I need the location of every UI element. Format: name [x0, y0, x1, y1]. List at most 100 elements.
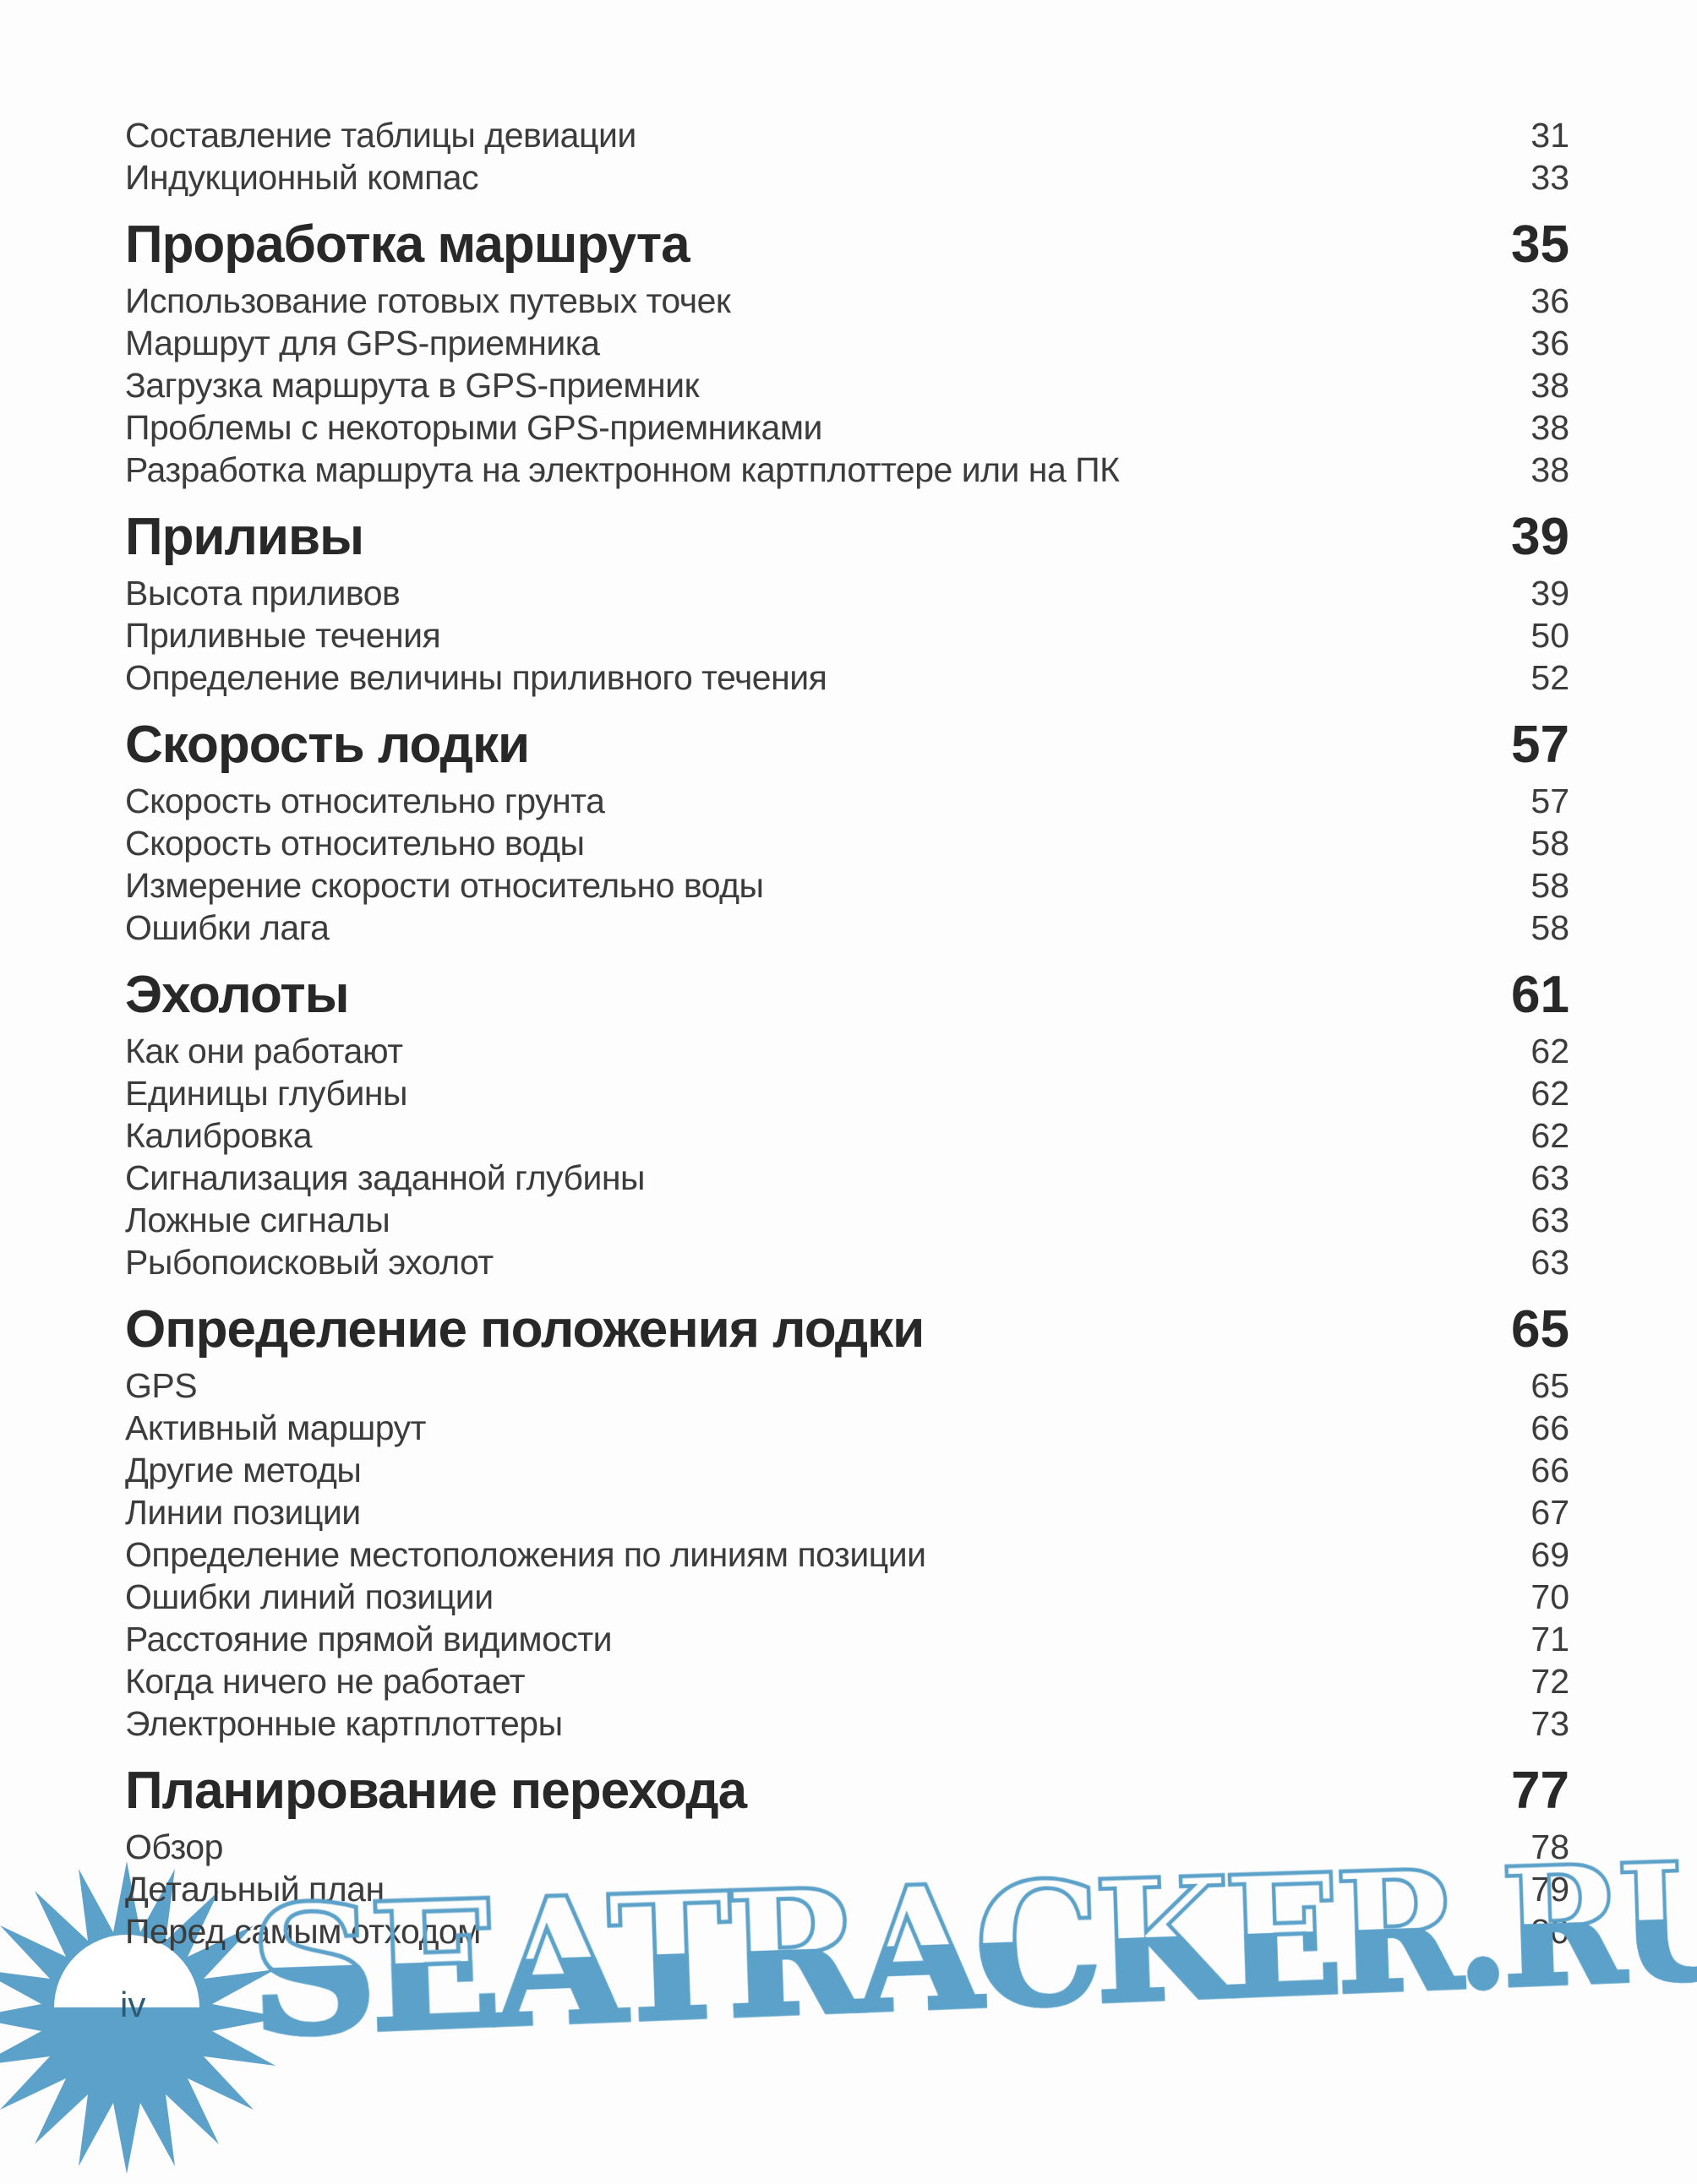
toc-page-number: 52	[1531, 658, 1569, 697]
toc-page-number: 36	[1531, 324, 1569, 362]
toc-entry: Определение величины приливного течения 5…	[125, 661, 1569, 695]
toc-entry: Как они работают 62	[125, 1034, 1569, 1069]
toc-page-number: 62	[1531, 1116, 1569, 1155]
toc-section-heading: Эхолоты 61	[125, 969, 1569, 1021]
toc-entry: Скорость относительно воды 58	[125, 826, 1569, 861]
toc-entry: Ложные сигналы 63	[125, 1203, 1569, 1238]
toc-page-number: 79	[1531, 1870, 1569, 1909]
toc-entry-label: Проблемы с некоторыми GPS-приемниками	[125, 408, 822, 447]
toc-page-number: 65	[1531, 1366, 1569, 1405]
toc-entry: Разработка маршрута на электронном картп…	[125, 453, 1569, 487]
toc-entry-label: Измерение скорости относительно воды	[125, 866, 764, 905]
toc-entry-label: Маршрут для GPS-приемника	[125, 324, 600, 362]
toc-entry-label: Активный маршрут	[125, 1408, 426, 1447]
toc-entry: Обзор 78	[125, 1830, 1569, 1865]
toc-entry-label: GPS	[125, 1366, 198, 1405]
toc-entry: Расстояние прямой видимости 71	[125, 1622, 1569, 1657]
toc-page-number: 72	[1531, 1662, 1569, 1701]
toc-entry-label: Сигнализация заданной глубины	[125, 1158, 645, 1197]
toc-page-number: 66	[1531, 1451, 1569, 1490]
toc-entry-label: Рыбопоисковый эхолот	[125, 1243, 494, 1282]
toc-page-number: 31	[1531, 116, 1569, 155]
toc-entry-label: Детальный план	[125, 1870, 385, 1909]
toc-page-number: 65	[1511, 1300, 1569, 1359]
toc-page-number: 36	[1531, 281, 1569, 320]
toc-page-number: 67	[1531, 1493, 1569, 1532]
toc-entry: Составление таблицы девиации 31	[125, 118, 1569, 153]
toc-entry-label: Определение величины приливного течения	[125, 658, 827, 697]
toc-page-number: 71	[1531, 1620, 1569, 1658]
toc-entry-label: Загрузка маршрута в GPS-приемник	[125, 366, 700, 405]
toc-entry: Сигнализация заданной глубины 63	[125, 1161, 1569, 1195]
toc-entry: Маршрут для GPS-приемника 36	[125, 326, 1569, 361]
toc-entry-label: Индукционный компас	[125, 158, 479, 197]
toc-page-number: 63	[1531, 1158, 1569, 1197]
toc-entry: Перед самым отходом 80	[125, 1914, 1569, 1949]
toc-section-heading: Планирование перехода 77	[125, 1765, 1569, 1817]
toc-page-number: 38	[1531, 408, 1569, 447]
toc-section-title: Определение положения лодки	[125, 1300, 925, 1359]
toc-section-title: Проработка маршрута	[125, 215, 690, 274]
toc-entry-label: Когда ничего не работает	[125, 1662, 526, 1701]
toc-page-number: 70	[1531, 1577, 1569, 1616]
toc-page-number: 69	[1531, 1535, 1569, 1574]
toc-entry: Ошибки лага 58	[125, 911, 1569, 945]
toc-page-number: 61	[1511, 966, 1569, 1024]
toc-section-heading: Приливы 39	[125, 511, 1569, 564]
toc-entry: Линии позиции 67	[125, 1495, 1569, 1530]
toc-entry-label: Использование готовых путевых точек	[125, 281, 731, 320]
toc-entry: Когда ничего не работает 72	[125, 1664, 1569, 1699]
toc-section-title: Эхолоты	[125, 966, 350, 1024]
toc-entry-label: Приливные течения	[125, 616, 441, 655]
toc-entry: Единицы глубины 62	[125, 1076, 1569, 1111]
toc-page-number: 58	[1531, 824, 1569, 863]
toc-section-title: Приливы	[125, 508, 364, 566]
toc-entry-label: Перед самым отходом	[125, 1912, 481, 1951]
toc-section-title: Планирование перехода	[125, 1762, 747, 1820]
toc-page-number: 62	[1531, 1032, 1569, 1070]
toc-page-number: 63	[1531, 1243, 1569, 1282]
toc-entry: Загрузка маршрута в GPS-приемник 38	[125, 368, 1569, 403]
toc-page-number: 57	[1531, 782, 1569, 820]
toc-entry-label: Определение местоположения по линиям поз…	[125, 1535, 926, 1574]
toc-entry-label: Другие методы	[125, 1451, 362, 1490]
toc-page-number: 50	[1531, 616, 1569, 655]
toc-entry-label: Разработка маршрута на электронном картп…	[125, 450, 1120, 489]
toc-entry-label: Высота приливов	[125, 574, 401, 613]
toc-page-number: 35	[1511, 215, 1569, 274]
toc-entry-label: Единицы глубины	[125, 1074, 408, 1113]
toc-page-number: 63	[1531, 1201, 1569, 1239]
toc-section-title: Скорость лодки	[125, 716, 530, 774]
toc-page-number: 62	[1531, 1074, 1569, 1113]
toc-entry: Приливные течения 50	[125, 618, 1569, 653]
toc-page-number: 57	[1511, 716, 1569, 774]
toc-entry-label: Ложные сигналы	[125, 1201, 390, 1239]
toc-page-number: 66	[1531, 1408, 1569, 1447]
toc-page-number: 38	[1531, 366, 1569, 405]
table-of-contents: Составление таблицы девиации 31 Индукционн…	[125, 118, 1569, 1949]
toc-entry-label: Как они работают	[125, 1032, 403, 1070]
toc-entry: Высота приливов 39	[125, 576, 1569, 611]
toc-page-number: 58	[1531, 866, 1569, 905]
toc-page-number: 39	[1531, 574, 1569, 613]
toc-entry: Проблемы с некоторыми GPS-приемниками 38	[125, 411, 1569, 445]
book-toc-page: Составление таблицы девиации 31 Индукционн…	[0, 118, 1697, 2174]
toc-entry-label: Расстояние прямой видимости	[125, 1620, 613, 1658]
toc-page-number: 39	[1511, 508, 1569, 566]
folio-page-number: iv	[120, 1985, 146, 2024]
toc-entry: Детальный план 79	[125, 1872, 1569, 1907]
toc-entry: Рыбопоисковый эхолот 63	[125, 1245, 1569, 1280]
toc-entry: Электронные картплоттеры 73	[125, 1707, 1569, 1741]
toc-page-number: 78	[1531, 1827, 1569, 1866]
toc-entry-label: Скорость относительно воды	[125, 824, 585, 863]
toc-section-heading: Определение положения лодки 65	[125, 1304, 1569, 1356]
toc-page-number: 38	[1531, 450, 1569, 489]
toc-entry: Другие методы 66	[125, 1453, 1569, 1488]
toc-entry-label: Ошибки линий позиции	[125, 1577, 494, 1616]
toc-page-number: 73	[1531, 1704, 1569, 1743]
toc-entry: Активный маршрут 66	[125, 1411, 1569, 1446]
toc-entry-label: Составление таблицы девиации	[125, 116, 636, 155]
toc-entry: Калибровка 62	[125, 1119, 1569, 1153]
toc-entry: GPS 65	[125, 1369, 1569, 1403]
toc-entry-label: Калибровка	[125, 1116, 313, 1155]
